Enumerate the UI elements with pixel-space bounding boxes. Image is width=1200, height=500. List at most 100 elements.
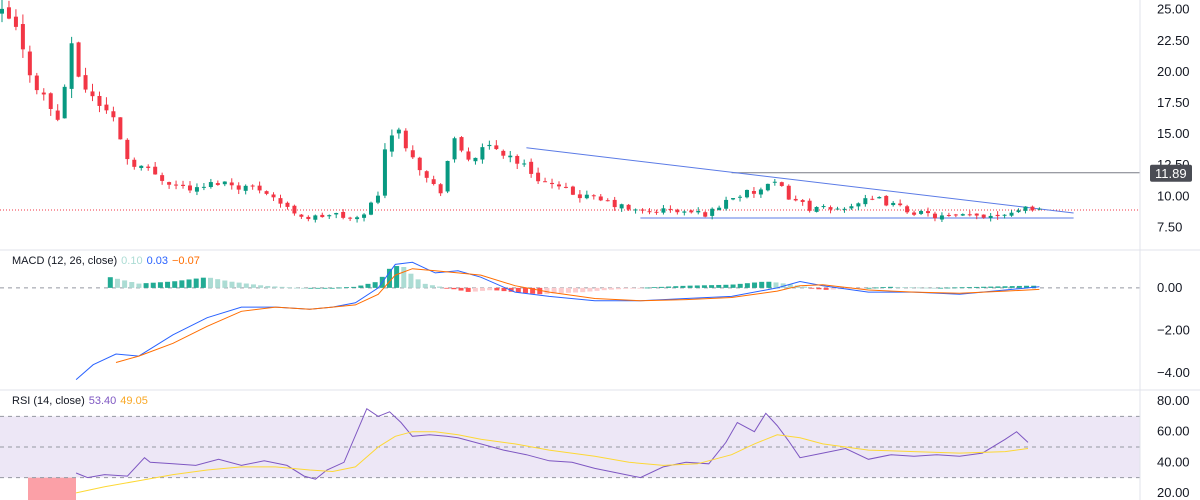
candle[interactable] — [591, 194, 596, 200]
candle[interactable] — [821, 204, 826, 209]
candle[interactable] — [445, 160, 450, 194]
candle[interactable] — [264, 190, 269, 196]
candle[interactable] — [97, 91, 102, 113]
candle[interactable] — [744, 189, 749, 199]
price-badge[interactable]: 11.89 — [1150, 164, 1192, 182]
candle[interactable] — [278, 194, 283, 208]
candle[interactable] — [710, 207, 715, 220]
candle[interactable] — [396, 127, 401, 139]
candle[interactable] — [884, 195, 889, 207]
candle[interactable] — [27, 45, 32, 83]
candle[interactable] — [13, 9, 18, 31]
candle[interactable] — [20, 14, 25, 58]
candle[interactable] — [250, 184, 255, 190]
candle[interactable] — [563, 182, 568, 189]
candle[interactable] — [793, 195, 798, 202]
candle[interactable] — [403, 128, 408, 152]
candle[interactable] — [0, 0, 4, 23]
candle[interactable] — [731, 197, 736, 201]
candle[interactable] — [341, 209, 346, 220]
candle[interactable] — [508, 151, 513, 163]
candle[interactable] — [473, 157, 478, 165]
candle[interactable] — [1002, 214, 1007, 219]
candle[interactable] — [417, 156, 422, 176]
candle[interactable] — [738, 194, 743, 202]
candle[interactable] — [306, 215, 311, 222]
candle[interactable] — [1037, 207, 1042, 211]
candle[interactable] — [410, 145, 415, 159]
candle[interactable] — [919, 209, 924, 216]
candle[interactable] — [382, 143, 387, 199]
candle[interactable] — [201, 183, 206, 191]
candle[interactable] — [905, 204, 910, 214]
candle[interactable] — [522, 159, 527, 167]
candle[interactable] — [863, 194, 868, 207]
candle[interactable] — [389, 129, 394, 157]
candle[interactable] — [160, 172, 165, 185]
candle[interactable] — [480, 143, 485, 164]
candle[interactable] — [6, 0, 11, 20]
candle[interactable] — [939, 212, 944, 222]
candle[interactable] — [974, 213, 979, 220]
candle[interactable] — [842, 207, 847, 213]
candle[interactable] — [981, 214, 986, 219]
candle[interactable] — [675, 208, 680, 215]
candle[interactable] — [229, 178, 234, 190]
candle[interactable] — [556, 181, 561, 190]
candle[interactable] — [271, 192, 276, 201]
candle[interactable] — [550, 178, 555, 189]
candle[interactable] — [208, 178, 213, 189]
candle[interactable] — [125, 138, 130, 165]
candle[interactable] — [132, 157, 137, 170]
candle[interactable] — [619, 203, 624, 212]
candle[interactable] — [668, 205, 673, 213]
candle[interactable] — [139, 165, 144, 171]
candle[interactable] — [48, 92, 53, 116]
candle[interactable] — [327, 214, 332, 219]
candle[interactable] — [285, 201, 290, 210]
candle[interactable] — [967, 210, 972, 217]
candle[interactable] — [898, 199, 903, 207]
candle[interactable] — [661, 205, 666, 215]
candle[interactable] — [849, 203, 854, 210]
candle[interactable] — [772, 179, 777, 186]
candle[interactable] — [828, 205, 833, 214]
candle[interactable] — [932, 211, 937, 222]
candle[interactable] — [90, 83, 95, 102]
candle[interactable] — [640, 208, 645, 214]
candle[interactable] — [236, 182, 241, 195]
candle[interactable] — [856, 202, 861, 211]
candle[interactable] — [995, 211, 1000, 220]
candle[interactable] — [1023, 206, 1028, 214]
candle[interactable] — [703, 210, 708, 218]
candle[interactable] — [584, 190, 589, 200]
candle[interactable] — [41, 88, 46, 101]
candle[interactable] — [570, 185, 575, 196]
candle[interactable] — [76, 41, 81, 78]
candle[interactable] — [362, 213, 367, 222]
candle[interactable] — [452, 136, 457, 163]
candle[interactable] — [786, 184, 791, 200]
candle[interactable] — [1030, 205, 1035, 212]
candle[interactable] — [1009, 210, 1014, 217]
candle[interactable] — [779, 181, 784, 187]
candle[interactable] — [111, 106, 116, 122]
candle[interactable] — [334, 212, 339, 219]
candle[interactable] — [717, 205, 722, 211]
candle[interactable] — [369, 201, 374, 216]
candle[interactable] — [257, 181, 262, 194]
candle[interactable] — [194, 183, 199, 196]
candle[interactable] — [299, 214, 304, 219]
candle[interactable] — [118, 117, 123, 140]
candle[interactable] — [424, 170, 429, 183]
candle[interactable] — [55, 104, 60, 122]
candle[interactable] — [487, 140, 492, 150]
price-panel[interactable] — [0, 0, 1140, 223]
candle[interactable] — [83, 67, 88, 93]
candle[interactable] — [647, 208, 652, 215]
candle[interactable] — [758, 187, 763, 198]
macd-panel[interactable] — [0, 261, 1140, 380]
candle[interactable] — [431, 175, 436, 186]
candle[interactable] — [355, 215, 360, 223]
